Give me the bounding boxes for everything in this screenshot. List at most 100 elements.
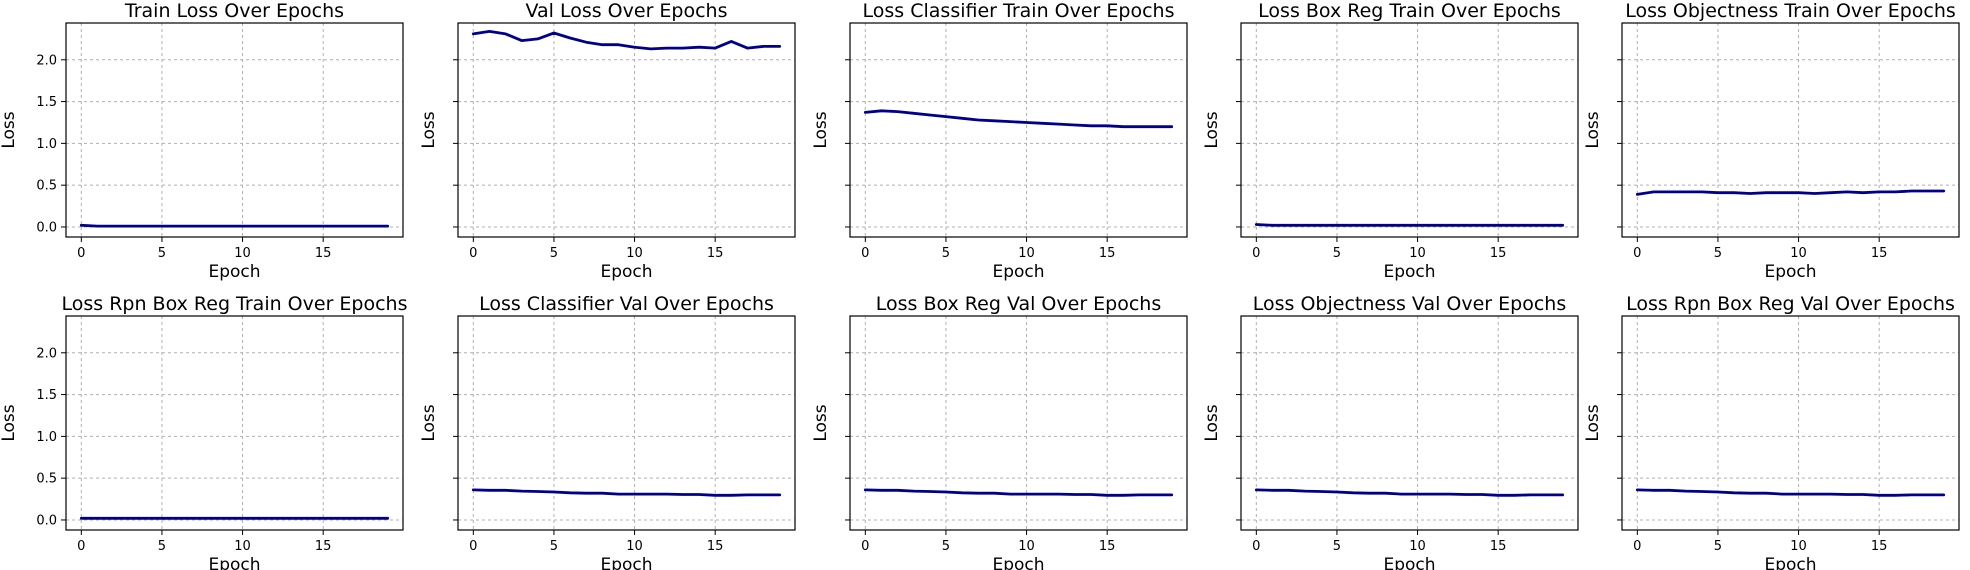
y-axis-label: Loss xyxy=(0,111,19,148)
x-tick-label: 10 xyxy=(1790,246,1807,261)
x-tick-label: 5 xyxy=(1714,539,1722,554)
y-axis-label: Loss xyxy=(811,111,831,148)
x-axis-label: Epoch xyxy=(208,555,260,570)
y-axis-label: Loss xyxy=(0,404,19,441)
chart-title: Loss Objectness Train Over Epochs xyxy=(1625,0,1956,22)
x-tick-label: 10 xyxy=(1018,539,1035,554)
x-axis-label: Epoch xyxy=(1764,262,1816,282)
series-line xyxy=(1635,189,1946,196)
x-tick-label: 0 xyxy=(1252,539,1260,554)
y-axis-label: Loss xyxy=(419,111,439,148)
x-tick-label: 0 xyxy=(1633,246,1641,261)
x-tick-label: 0 xyxy=(861,539,869,554)
x-axis-label: Epoch xyxy=(208,262,260,282)
x-tick-label: 15 xyxy=(1490,246,1507,261)
x-tick-label: 0 xyxy=(77,539,85,554)
series-line xyxy=(1254,223,1565,227)
chart-title: Loss Box Reg Val Over Epochs xyxy=(876,293,1162,315)
plot-frame xyxy=(65,315,404,531)
x-tick-label: 10 xyxy=(626,246,643,261)
x-tick-label: 15 xyxy=(707,539,724,554)
x-tick-label: 10 xyxy=(1409,246,1426,261)
plot-frame xyxy=(849,22,1188,238)
subplot-1: 0 5 10 15 0.0 0.5 1.0 1.5 2.0 Train Loss Over Epo… xyxy=(0,0,404,282)
y-axis-label: Loss xyxy=(1583,404,1603,441)
series-line xyxy=(79,223,390,228)
plot-frame xyxy=(65,22,404,238)
y-tick-label: 1.0 xyxy=(36,137,57,152)
subplot-9: 0 5 10 15 Loss Objectness Val Over Epochs Epo… xyxy=(1202,293,1579,570)
chart-title: Train Loss Over Epochs xyxy=(124,0,344,22)
y-tick-label: 1.5 xyxy=(36,95,57,110)
x-axis-label: Epoch xyxy=(1383,262,1435,282)
plot-frame xyxy=(1621,22,1960,238)
chart-title: Loss Classifier Val Over Epochs xyxy=(479,293,774,315)
chart-title: Loss Objectness Val Over Epochs xyxy=(1253,293,1566,315)
x-tick-label: 15 xyxy=(1871,539,1888,554)
plot-frame xyxy=(457,315,796,531)
plot-frame xyxy=(849,315,1188,531)
x-tick-label: 5 xyxy=(942,246,950,261)
y-axis-label: Loss xyxy=(1202,404,1222,441)
subplot-8: 0 5 10 15 Loss Box Reg Val Over Epochs Epoch L… xyxy=(811,293,1188,570)
x-tick-label: 0 xyxy=(77,246,85,261)
x-tick-label: 0 xyxy=(1633,539,1641,554)
x-tick-label: 15 xyxy=(315,246,332,261)
x-tick-label: 10 xyxy=(1018,246,1035,261)
chart-title: Loss Classifier Train Over Epochs xyxy=(863,0,1175,22)
x-tick-label: 15 xyxy=(1099,246,1116,261)
subplot-5: 0 5 10 15 Loss Objectness Train Over Epochs E… xyxy=(1583,0,1960,282)
x-tick-label: 15 xyxy=(1099,539,1116,554)
series-line xyxy=(471,488,782,497)
x-axis-label: Epoch xyxy=(600,555,652,570)
x-tick-label: 5 xyxy=(550,539,558,554)
subplot-6: 0 5 10 15 0.0 0.5 1.0 1.5 2.0 Loss Rpn Box Reg Tr… xyxy=(0,293,408,570)
plot-frame xyxy=(1240,22,1579,238)
y-axis-label: Loss xyxy=(811,404,831,441)
y-tick-label: 0.0 xyxy=(36,513,57,528)
series-line xyxy=(863,109,1174,129)
series-line xyxy=(1254,488,1565,497)
chart-title: Loss Rpn Box Reg Train Over Epochs xyxy=(62,293,408,315)
x-tick-label: 5 xyxy=(942,539,950,554)
x-tick-label: 15 xyxy=(707,246,724,261)
x-tick-label: 10 xyxy=(626,539,643,554)
subplot-4: 0 5 10 15 Loss Box Reg Train Over Epochs Epoc… xyxy=(1202,0,1579,282)
x-tick-label: 5 xyxy=(1714,246,1722,261)
series-line xyxy=(471,29,782,51)
x-axis-label: Epoch xyxy=(1383,555,1435,570)
chart-title: Loss Box Reg Train Over Epochs xyxy=(1258,0,1561,22)
chart-title: Loss Rpn Box Reg Val Over Epochs xyxy=(1626,293,1955,315)
x-tick-label: 5 xyxy=(1333,246,1341,261)
series-line xyxy=(1635,488,1946,497)
y-axis-label: Loss xyxy=(419,404,439,441)
y-tick-label: 0.0 xyxy=(36,220,57,235)
x-tick-label: 0 xyxy=(469,246,477,261)
x-tick-label: 0 xyxy=(861,246,869,261)
x-tick-label: 0 xyxy=(469,539,477,554)
x-axis-label: Epoch xyxy=(992,555,1044,570)
x-tick-label: 10 xyxy=(234,246,251,261)
x-axis-label: Epoch xyxy=(992,262,1044,282)
subplot-3: 0 5 10 15 Loss Classifier Train Over Epochs E… xyxy=(811,0,1188,282)
y-tick-label: 1.0 xyxy=(36,430,57,445)
series-line xyxy=(863,488,1174,497)
y-tick-label: 1.5 xyxy=(36,388,57,403)
x-axis-label: Epoch xyxy=(1764,555,1816,570)
x-tick-label: 15 xyxy=(1871,246,1888,261)
y-tick-label: 0.5 xyxy=(36,179,57,194)
x-axis-label: Epoch xyxy=(600,262,652,282)
y-tick-label: 2.0 xyxy=(36,346,57,361)
chart-title: Val Loss Over Epochs xyxy=(525,0,727,22)
x-tick-label: 0 xyxy=(1252,246,1260,261)
x-tick-label: 5 xyxy=(158,246,166,261)
y-tick-label: 0.5 xyxy=(36,472,57,487)
x-tick-label: 5 xyxy=(1333,539,1341,554)
plot-frame xyxy=(1240,315,1579,531)
x-tick-label: 10 xyxy=(1790,539,1807,554)
plot-frame xyxy=(1621,315,1960,531)
x-tick-label: 15 xyxy=(315,539,332,554)
x-tick-label: 5 xyxy=(158,539,166,554)
y-axis-label: Loss xyxy=(1583,111,1603,148)
